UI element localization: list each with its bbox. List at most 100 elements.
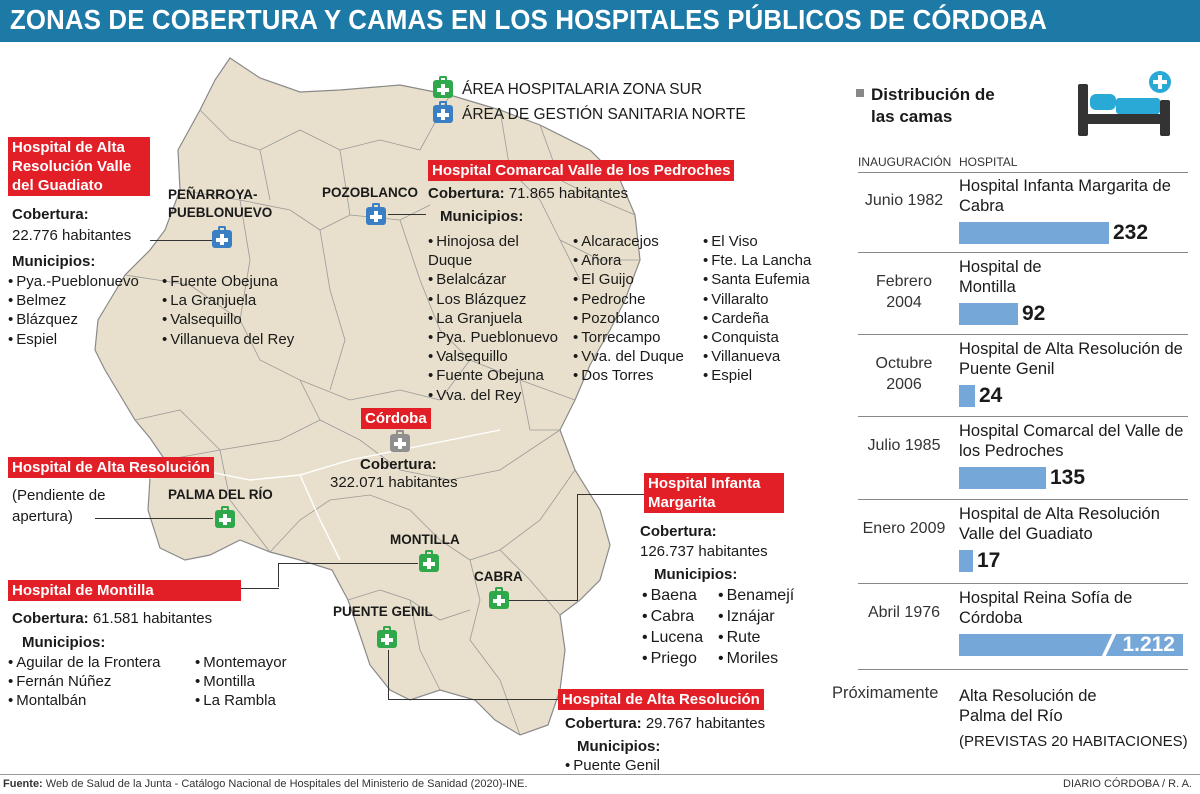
infanta-municipios-label: Municipios:	[654, 566, 738, 583]
palma-label: Hospital de Alta Resolución	[8, 457, 214, 478]
list-item: Blázquez	[8, 310, 139, 329]
camas-bar	[959, 467, 1046, 489]
camas-bar	[959, 385, 975, 407]
list-item: Priego	[642, 648, 703, 669]
camas-bar	[959, 303, 1018, 325]
guadiato-municipios-col2: Fuente Obejuna La Granjuela Valsequillo …	[162, 272, 294, 349]
cobertura-value: 29.767 habitantes	[641, 715, 766, 732]
leader-line	[509, 600, 577, 601]
list-item: Baena	[642, 585, 703, 606]
cobertura-label: Cobertura:	[12, 610, 89, 627]
montilla-cobertura: Cobertura: 61.581 habitantes	[12, 609, 212, 628]
cordoba-label: Córdoba	[361, 408, 431, 429]
hospital-sur-icon	[433, 76, 453, 98]
source-label: Fuente:	[3, 778, 43, 790]
leader-line	[577, 494, 645, 495]
list-item: Benamejí	[718, 585, 795, 606]
list-item: Villanueva del Rey	[162, 330, 294, 349]
divider	[858, 334, 1188, 335]
leader-line	[388, 650, 389, 699]
cobertura-value: 71.865 habitantes	[504, 185, 629, 202]
list-item: Valsequillo	[162, 310, 294, 329]
camas-bar-value: 1.212	[1122, 633, 1175, 656]
town-palma: PALMA DEL RÍO	[168, 487, 273, 502]
bar-break-mark	[1100, 632, 1118, 658]
list-item: Pya. Pueblonuevo	[428, 328, 568, 347]
camas-row-date: Abril 1976	[867, 604, 941, 621]
camas-row-hospital: Hospital de Alta Resolución Valle del Gu…	[959, 505, 1160, 543]
list-item: Pedroche	[573, 290, 684, 309]
divider	[858, 499, 1188, 500]
list-item: El Guijo	[573, 270, 684, 289]
list-item: Añora	[573, 251, 684, 270]
list-item: Espiel	[703, 366, 811, 385]
camas-title-text: Distribución de las camas	[871, 85, 995, 126]
camas-title: Distribución de las camas	[856, 84, 1021, 128]
camas-bar	[959, 550, 973, 572]
list-item: Iznájar	[718, 606, 794, 627]
list-item: Montilla	[195, 672, 287, 691]
list-item: Los Blázquez	[428, 290, 568, 309]
puente-genil-municipios-label: Municipios:	[577, 738, 661, 755]
list-item: El Viso	[703, 232, 811, 251]
cobertura-label: Cobertura:	[565, 715, 642, 732]
pedroches-cobertura: Cobertura: 71.865 habitantes	[428, 184, 628, 203]
town-pozoblanco: POZOBLANCO	[322, 185, 418, 200]
hospital-palma-icon	[215, 506, 235, 528]
camas-row-hospital: Hospital Infanta Margarita de Cabra	[959, 177, 1171, 215]
hospital-bed-icon	[1078, 71, 1171, 136]
list-item: Pozoblanco	[573, 309, 684, 328]
guadiato-label: Hospital de Alta Resolución Valle del Gu…	[8, 137, 150, 196]
camas-row-hospital: Hospital Reina Sofía de Córdoba	[959, 589, 1133, 627]
hospital-cabra-icon	[489, 587, 509, 609]
guadiato-municipios-col1: Pya.-Pueblonuevo Belmez Blázquez Espiel	[8, 272, 139, 349]
leader-line	[241, 588, 279, 589]
puente-genil-label: Hospital de Alta Resolución	[558, 689, 764, 710]
footer-credit: DIARIO CÓRDOBA / R. A.	[1063, 778, 1192, 790]
cobertura-label: Cobertura:	[428, 185, 505, 202]
pedroches-municipios-col3: El Viso Fte. La Lancha Santa Eufemia Vil…	[703, 232, 811, 386]
hospital-pedroches-icon	[366, 203, 386, 225]
list-item: Vva. del Rey	[428, 386, 568, 405]
proximamente-label: Próximamente	[832, 684, 939, 702]
cordoba-cobertura-label: Cobertura:	[360, 456, 437, 473]
camas-row-hospital: Hospital de Alta Resolución de Puente Ge…	[959, 340, 1183, 378]
list-item: Belmez	[8, 291, 139, 310]
leader-line	[278, 563, 418, 564]
camas-row-hospital: Hospital de Montilla	[959, 258, 1042, 296]
infanta-cobertura-value: 126.737 habitantes	[640, 543, 768, 560]
list-item: Villanueva	[703, 347, 811, 366]
list-item: Fernán Núñez	[8, 672, 161, 691]
list-item: Puente Genil	[565, 756, 660, 775]
list-item: Fte. La Lancha	[703, 251, 811, 270]
town-penarroya: PEÑARROYA- PUEBLONUEVO	[168, 187, 273, 220]
list-item: Montalbán	[8, 691, 161, 710]
list-item: Torrecampo	[573, 328, 684, 347]
hospital-montilla-icon	[419, 550, 439, 572]
town-puente-genil: PUENTE GENIL	[333, 604, 433, 619]
list-item: La Rambla	[195, 691, 287, 710]
cordoba-cobertura-value: 322.071 habitantes	[330, 474, 458, 491]
guadiato-cobertura-value: 22.776 habitantes	[12, 227, 132, 244]
guadiato-municipios-label: Municipios:	[12, 253, 96, 270]
list-item: Vva. del Duque	[573, 347, 684, 366]
proximamente-note: (PREVISTAS 20 HABITACIONES)	[959, 733, 1188, 750]
list-item: La Granjuela	[428, 309, 568, 328]
source-text: Web de Salud de la Junta - Catálogo Naci…	[42, 778, 528, 790]
list-item: Espiel	[8, 330, 139, 349]
list-item: Dos Torres	[573, 366, 684, 385]
infanta-municipios-col2: Benamejí Iznájar Rute Moriles	[718, 585, 795, 669]
puente-genil-cobertura: Cobertura: 29.767 habitantes	[565, 714, 765, 733]
leader-line	[278, 563, 279, 587]
list-item: Valsequillo	[428, 347, 568, 366]
list-item: Pya.-Pueblonuevo	[8, 272, 139, 291]
list-item: Lucena	[642, 627, 704, 648]
col-inauguracion-header: INAUGURACIÓN	[858, 155, 952, 169]
list-item: Rute	[718, 627, 794, 648]
pedroches-label: Hospital Comarcal Valle de los Pedroches	[428, 160, 735, 181]
list-item: Belalcázar	[428, 270, 568, 289]
montilla-label: Hospital de Montilla	[8, 580, 241, 601]
leader-line	[577, 494, 578, 601]
page-title: ZONAS DE COBERTURA Y CAMAS EN LOS HOSPIT…	[10, 4, 1048, 35]
leader-line	[388, 214, 426, 215]
